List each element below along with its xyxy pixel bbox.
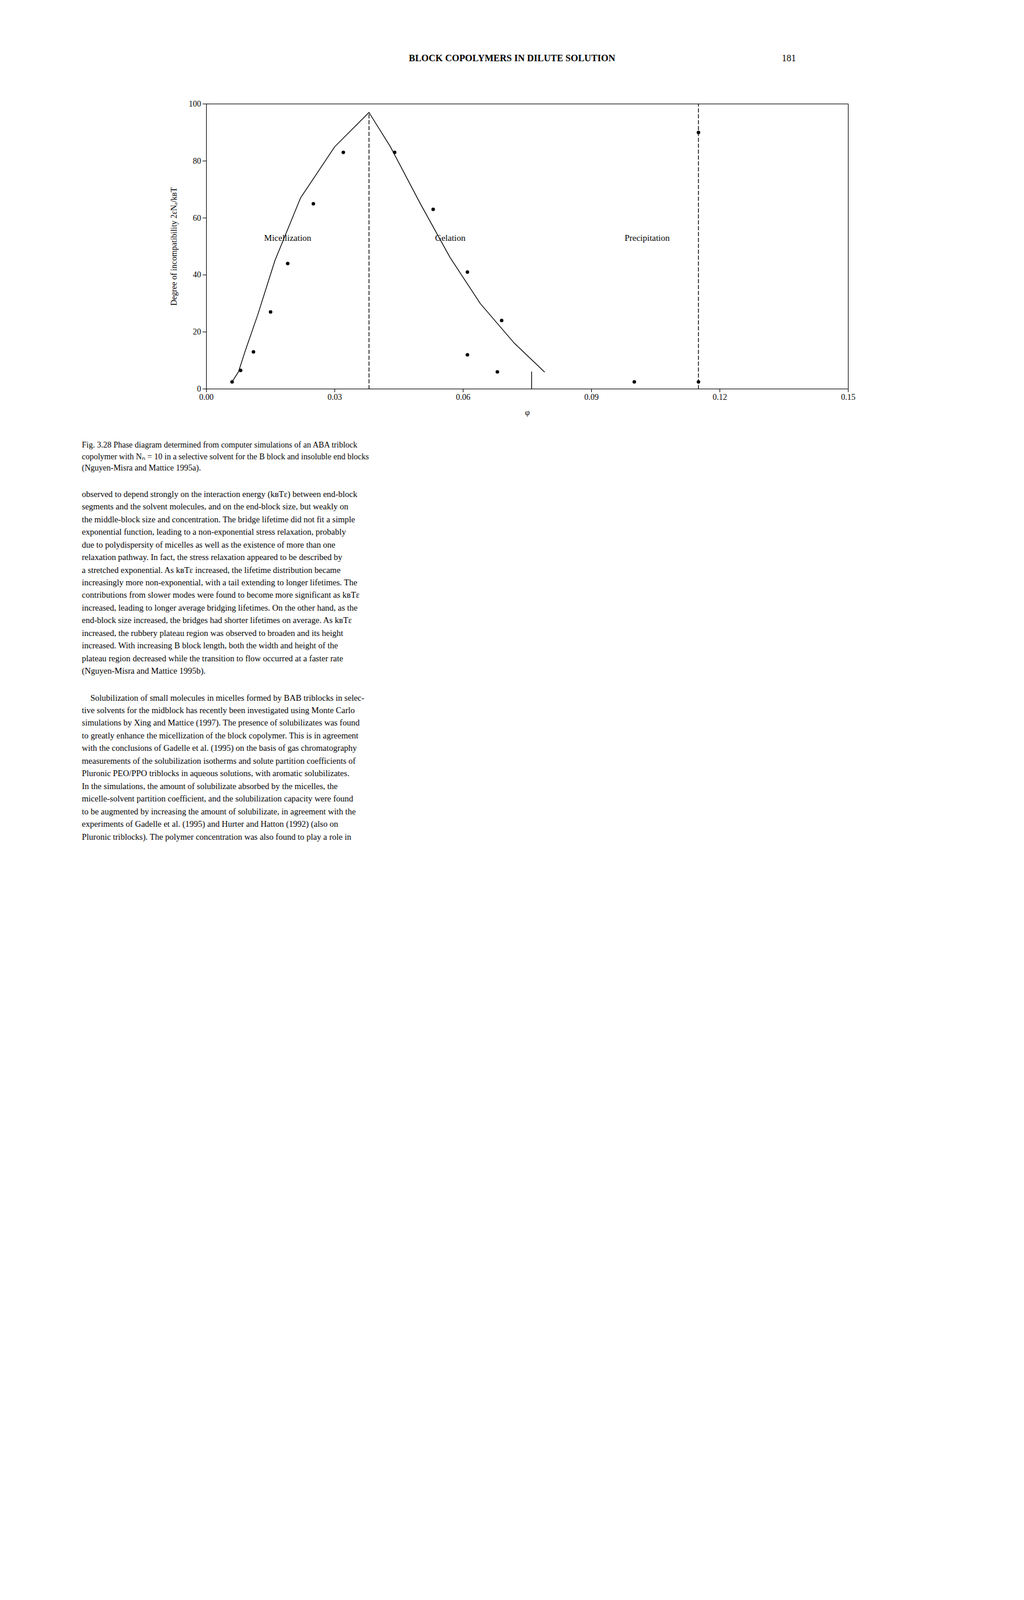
- svg-text:0.09: 0.09: [584, 392, 599, 402]
- html-text:Solubilization of small molecu: Solubilization of small molecules in mic…: [81, 692, 365, 842]
- svg-text:0: 0: [196, 384, 201, 394]
- svg-text:0.06: 0.06: [455, 392, 471, 402]
- svg-text:Precipitation: Precipitation: [624, 233, 670, 243]
- svg-text:Degree of incompatibility 2εNₐ: Degree of incompatibility 2εNₐ/kʙT: [169, 187, 179, 306]
- svg-text:100: 100: [188, 99, 201, 109]
- svg-text:20: 20: [192, 327, 201, 337]
- svg-text:0.15: 0.15: [840, 392, 856, 402]
- svg-text:0.00: 0.00: [199, 392, 214, 402]
- svg-text:φ: φ: [524, 408, 530, 417]
- html-text:Fig. 3.28 Phase diagram determ: Fig. 3.28 Phase diagram determined from …: [81, 440, 369, 473]
- svg-text:80: 80: [192, 156, 201, 166]
- svg-text:0.12: 0.12: [712, 392, 728, 402]
- svg-text:Micellization: Micellization: [263, 233, 311, 243]
- svg-text:40: 40: [192, 270, 201, 280]
- html-text:181: 181: [781, 52, 796, 64]
- svg-text:0.03: 0.03: [327, 392, 343, 402]
- html-text:BLOCK COPOLYMERS IN DILUTE SOL: BLOCK COPOLYMERS IN DILUTE SOLUTION: [408, 52, 616, 64]
- svg-text:60: 60: [192, 213, 201, 223]
- svg-text:Gelation: Gelation: [434, 233, 466, 243]
- html-text:observed to depend strongly on: observed to depend strongly on the inter…: [81, 489, 360, 676]
